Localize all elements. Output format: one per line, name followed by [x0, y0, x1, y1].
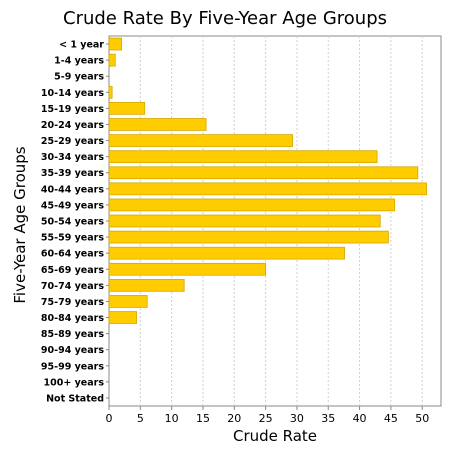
x-tick-labels: 0 5 10 15 20 25 30 35 40 45 50 — [106, 406, 429, 425]
bar — [108, 85, 113, 99]
x-tick-label: 45 — [384, 412, 398, 425]
x-tick-label: 15 — [196, 412, 210, 425]
y-tick-label: 5-9 years — [54, 72, 104, 83]
x-tick-label: 40 — [353, 412, 367, 425]
y-tick-label: 50-54 years — [41, 217, 104, 228]
x-tick-label: 0 — [106, 412, 113, 425]
y-tick-label: 85-89 years — [41, 329, 104, 340]
y-tick-label: 15-19 years — [41, 104, 104, 115]
y-tick-label: 45-49 years — [41, 200, 104, 211]
y-tick-label: 25-29 years — [41, 136, 104, 147]
bar — [108, 230, 389, 244]
bar — [108, 278, 185, 292]
y-tick-label: < 1 year — [59, 40, 104, 51]
x-tick-label: 35 — [321, 412, 335, 425]
x-tick-label: 25 — [259, 412, 273, 425]
bar — [108, 102, 146, 115]
x-tick-label: 30 — [290, 412, 304, 425]
bar — [108, 262, 267, 276]
x-tick-label: 50 — [415, 412, 429, 425]
y-tick-label: 1-4 years — [54, 56, 104, 67]
y-tick-label: 90-94 years — [41, 345, 104, 356]
y-tick-label: 70-74 years — [41, 281, 104, 292]
x-axis-label: Crude Rate — [233, 427, 317, 445]
y-tick-label: 55-59 years — [41, 233, 104, 244]
bar — [108, 134, 293, 147]
bar — [108, 295, 148, 308]
y-tick-label: 80-84 years — [41, 313, 104, 324]
bar — [108, 118, 207, 131]
bar — [108, 214, 381, 228]
y-tick-label: 60-64 years — [41, 249, 104, 260]
y-tick-label: Not Stated — [46, 393, 104, 404]
y-tick-label: 95-99 years — [41, 361, 104, 372]
y-tick-label: 75-79 years — [41, 297, 104, 308]
bar — [108, 246, 345, 260]
y-tick-label: 100+ years — [44, 377, 105, 388]
bar — [108, 53, 116, 67]
x-tick-label: 10 — [165, 412, 179, 425]
y-tick-label: 35-39 years — [41, 168, 104, 179]
bar — [108, 37, 122, 51]
y-tick-label: 40-44 years — [41, 184, 104, 195]
y-tick-label: 10-14 years — [41, 88, 104, 99]
y-tick-label: 20-24 years — [41, 120, 104, 131]
bar — [108, 198, 396, 212]
bar — [108, 311, 137, 324]
bar — [108, 182, 427, 196]
y-tick-labels: < 1 year 1-4 years 5-9 years 10-14 years 15-… — [41, 40, 109, 404]
bars — [108, 37, 427, 324]
grid-lines — [139, 36, 423, 406]
x-tick-label: 20 — [227, 412, 241, 425]
y-tick-label: 30-34 years — [41, 152, 104, 163]
y-tick-label: 65-69 years — [41, 265, 104, 276]
chart-title: Crude Rate By Five-Year Age Groups — [63, 8, 387, 29]
bar — [108, 150, 378, 164]
bar — [108, 166, 419, 180]
x-tick-label: 5 — [137, 412, 144, 425]
y-axis-label: Five-Year Age Groups — [11, 146, 29, 303]
